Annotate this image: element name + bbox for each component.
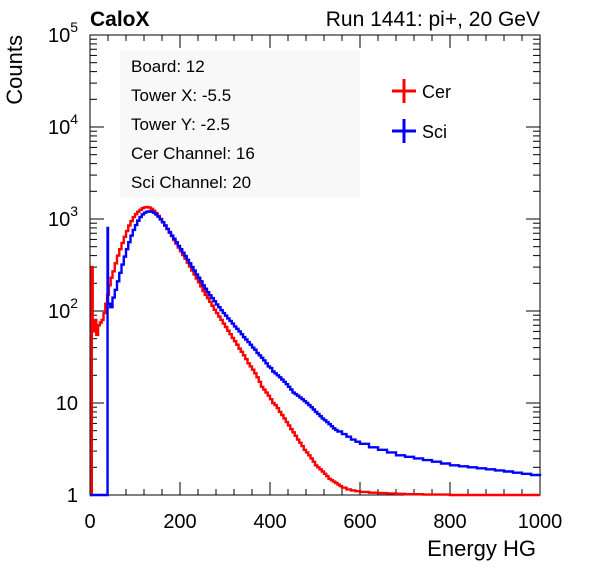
info-tower-y: Tower Y: -2.5 (131, 115, 230, 134)
series-group (90, 205, 542, 497)
header-right: Run 1441: pi+, 20 GeV (326, 8, 540, 31)
x-tick-label: 400 (253, 511, 286, 533)
info-sci-channel: Sci Channel: 20 (131, 173, 251, 192)
legend: Cer Sci (392, 79, 451, 143)
header-left: CaloX (90, 8, 150, 31)
x-tick-label: 600 (343, 511, 376, 533)
info-tower-x: Tower X: -5.5 (131, 86, 231, 105)
x-axis-label: Energy HG (427, 536, 536, 561)
x-tick-label: 1000 (518, 511, 563, 533)
y-axis-label: Counts (2, 35, 27, 105)
series-sci-line (90, 210, 542, 497)
legend-sci-label: Sci (422, 122, 447, 142)
y-tick-label: 104 (48, 111, 78, 139)
x-tick-label: 200 (163, 511, 196, 533)
series-cer-line (90, 205, 540, 497)
info-board: Board: 12 (131, 57, 205, 76)
legend-cer-label: Cer (422, 82, 451, 102)
x-tick-label: 0 (84, 511, 95, 533)
axis-ticks: 0 200 400 600 800 1000 1 10 102 103 104 105 (48, 19, 562, 533)
y-tick-label: 102 (48, 295, 78, 323)
plot-frame (89, 34, 541, 496)
info-box-bg (120, 50, 360, 198)
y-tick-label: 1 (67, 485, 78, 507)
y-tick-label: 105 (48, 19, 78, 47)
y-tick-label: 103 (48, 203, 78, 231)
y-tick-label: 10 (56, 393, 78, 415)
info-box: Board: 12 Tower X: -5.5 Tower Y: -2.5 Ce… (120, 50, 360, 198)
x-tick-label: 800 (433, 511, 466, 533)
info-cer-channel: Cer Channel: 16 (131, 144, 255, 163)
